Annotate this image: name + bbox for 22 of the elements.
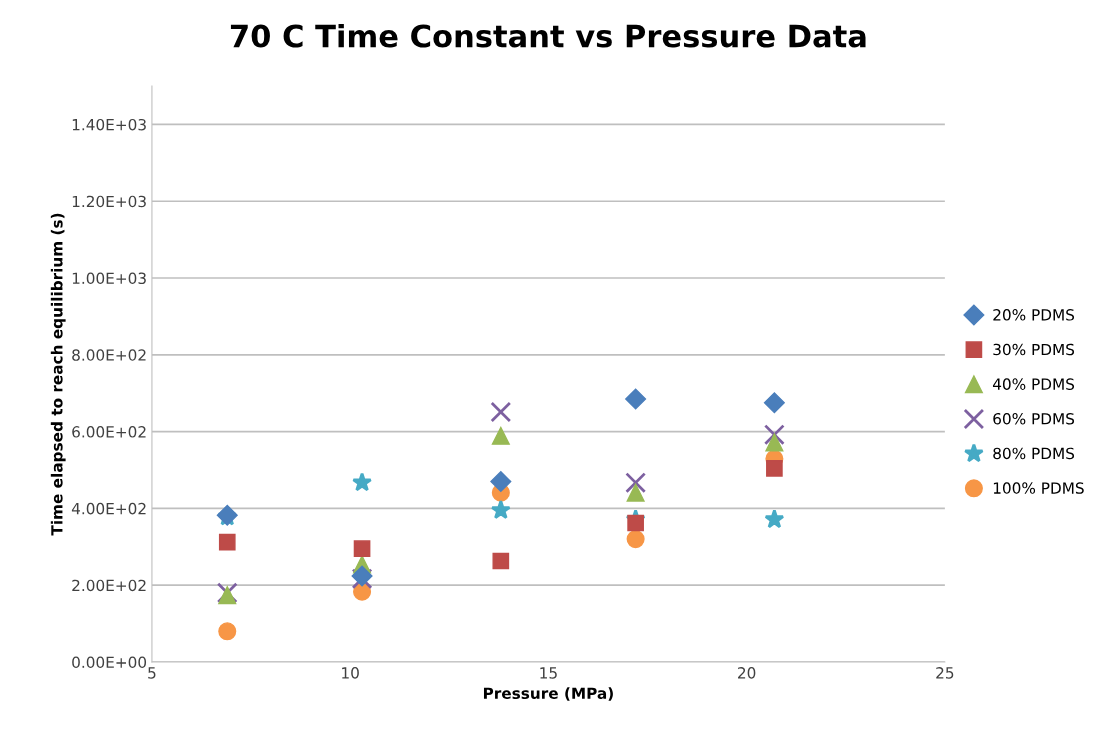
- legend-label: 40% PDMS: [992, 378, 1075, 390]
- y-tick-label: 6.00E+02: [72, 426, 146, 438]
- x-tick-label: 5: [148, 667, 156, 679]
- y-tick-label: 2.00E+02: [72, 579, 146, 592]
- y-tick-label: 1.00E+03: [72, 272, 146, 285]
- legend-label: 80% PDMS: [993, 447, 1075, 460]
- legend-label: 60% PDMS: [993, 413, 1075, 425]
- y-tick-label: 0.00E+00: [72, 656, 147, 668]
- x-tick-label: 20: [738, 667, 756, 679]
- y-tick-label: 1.40E+03: [72, 118, 146, 131]
- y-tick-label: 8.00E+02: [72, 349, 146, 361]
- x-tick-label: 10: [342, 667, 359, 679]
- x-tick-label: 25: [936, 667, 954, 679]
- y-tick-label: 1.20E+03: [72, 195, 146, 208]
- y-axis-title: Time elapsed to reach equilibrium (s): [50, 213, 66, 536]
- legend-label: 100% PDMS: [993, 482, 1084, 494]
- y-tick-label: 4.00E+02: [71, 502, 146, 515]
- legend-label: 20% PDMS: [993, 309, 1075, 321]
- legend-label: 30% PDMS: [993, 343, 1075, 356]
- x-axis-title: Pressure (MPa): [483, 687, 613, 701]
- chart-title: 70 C Time Constant vs Pressure Data: [230, 23, 866, 48]
- x-tick-label: 15: [540, 667, 557, 679]
